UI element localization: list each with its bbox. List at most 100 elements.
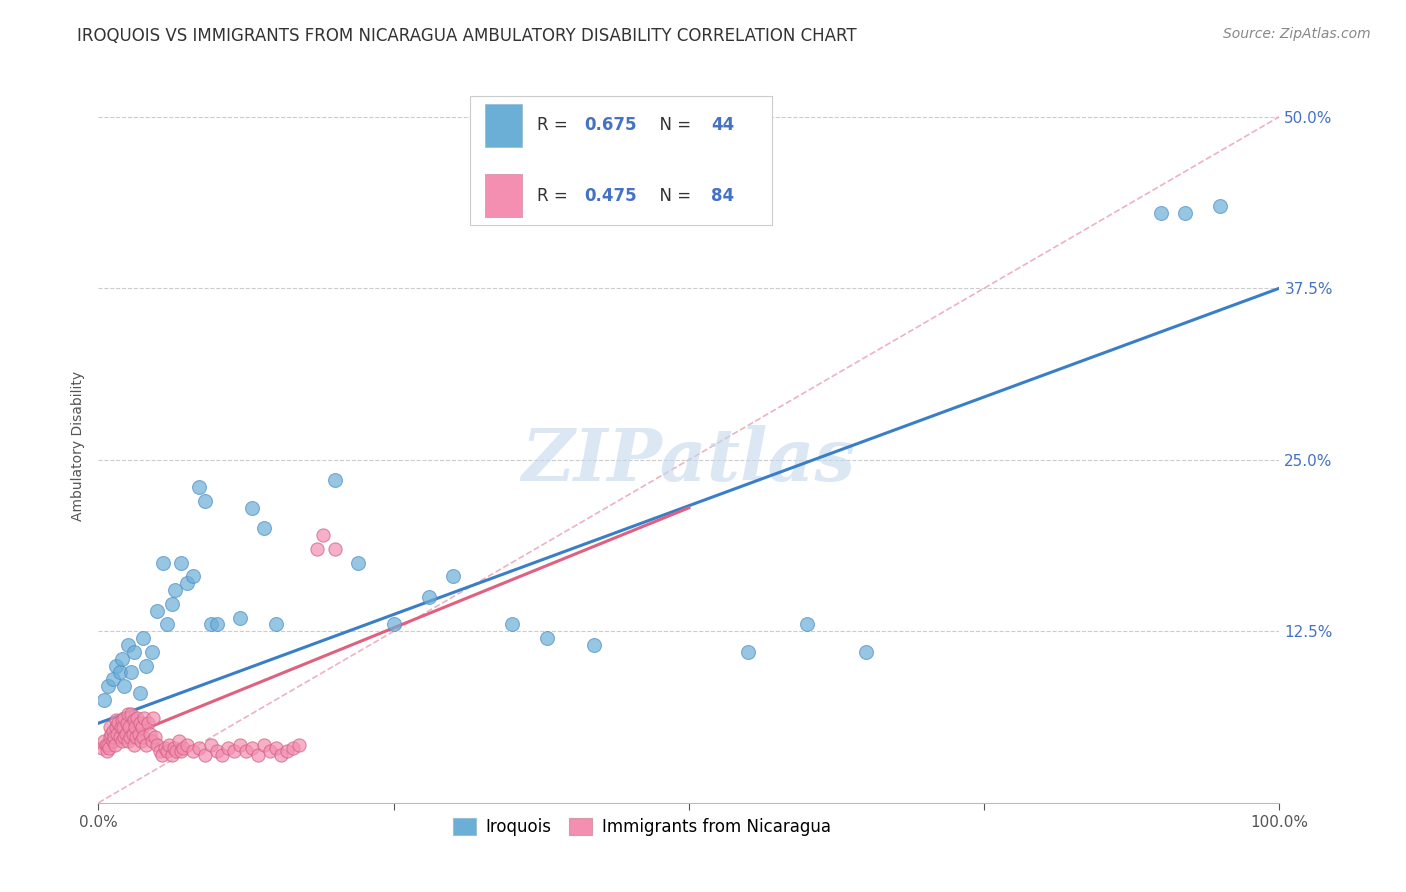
Point	[111, 651, 134, 665]
Point	[122, 738, 145, 752]
Point	[117, 706, 139, 721]
Point	[132, 631, 155, 645]
Point	[91, 740, 114, 755]
Point	[128, 686, 150, 700]
Point	[305, 541, 328, 556]
Point	[97, 738, 120, 752]
Point	[149, 744, 172, 758]
Point	[118, 720, 141, 734]
Point	[103, 730, 125, 744]
Point	[264, 740, 287, 755]
Text: ZIPatlas: ZIPatlas	[522, 425, 856, 496]
Point	[122, 645, 145, 659]
Point	[93, 693, 115, 707]
Point	[105, 727, 128, 741]
Point	[98, 720, 121, 734]
Point	[259, 744, 281, 758]
Point	[501, 617, 523, 632]
Point	[170, 744, 193, 758]
Point	[110, 720, 132, 734]
Point	[205, 744, 228, 758]
Point	[187, 740, 209, 755]
Point	[288, 738, 311, 752]
Point	[583, 638, 606, 652]
Point	[323, 541, 346, 556]
Point	[121, 727, 143, 741]
Point	[112, 730, 135, 744]
Point	[312, 528, 335, 542]
Point	[253, 521, 276, 535]
FancyBboxPatch shape	[471, 96, 772, 225]
Point	[115, 716, 138, 731]
Text: IROQUOIS VS IMMIGRANTS FROM NICARAGUA AMBULATORY DISABILITY CORRELATION CHART: IROQUOIS VS IMMIGRANTS FROM NICARAGUA AM…	[77, 27, 856, 45]
Point	[100, 727, 122, 741]
Point	[146, 604, 169, 618]
Point	[167, 734, 190, 748]
Point	[246, 747, 269, 762]
Text: Source: ZipAtlas.com: Source: ZipAtlas.com	[1223, 27, 1371, 41]
Point	[94, 738, 117, 752]
Point	[170, 556, 193, 570]
Point	[97, 679, 120, 693]
Point	[101, 734, 124, 748]
Point	[347, 556, 370, 570]
Point	[131, 720, 153, 734]
Point	[139, 727, 162, 741]
Point	[441, 569, 464, 583]
Point	[112, 679, 135, 693]
Point	[128, 727, 150, 741]
Point	[121, 665, 143, 680]
Point	[253, 738, 276, 752]
Point	[98, 740, 121, 755]
Point	[104, 738, 127, 752]
Point	[217, 740, 239, 755]
Point	[160, 597, 183, 611]
Point	[737, 645, 759, 659]
Point	[1150, 205, 1173, 219]
Point	[111, 734, 134, 748]
Point	[229, 738, 252, 752]
Point	[156, 617, 179, 632]
Point	[200, 738, 222, 752]
Point	[165, 744, 187, 758]
Point	[141, 645, 163, 659]
Point	[165, 583, 187, 598]
Point	[122, 714, 145, 728]
Text: 84: 84	[711, 187, 734, 205]
Point	[135, 738, 157, 752]
Point	[112, 711, 135, 725]
Point	[194, 747, 217, 762]
Point	[120, 730, 142, 744]
Point	[142, 711, 165, 725]
Point	[172, 740, 194, 755]
Point	[108, 730, 131, 744]
Point	[235, 744, 257, 758]
Point	[141, 734, 163, 748]
Point	[229, 610, 252, 624]
Point	[129, 734, 152, 748]
Point	[323, 473, 346, 487]
Point	[105, 720, 128, 734]
Point	[105, 714, 128, 728]
Point	[418, 590, 440, 604]
Text: 44: 44	[711, 116, 734, 134]
Point	[200, 617, 222, 632]
Point	[187, 480, 209, 494]
Point	[128, 716, 150, 731]
Point	[156, 744, 179, 758]
Text: N =: N =	[648, 187, 696, 205]
Point	[264, 617, 287, 632]
Point	[194, 494, 217, 508]
Legend: Iroquois, Immigrants from Nicaragua: Iroquois, Immigrants from Nicaragua	[444, 810, 839, 845]
Point	[121, 706, 143, 721]
Point	[112, 720, 135, 734]
Point	[211, 747, 233, 762]
Point	[150, 747, 173, 762]
Point	[224, 744, 246, 758]
Point	[134, 711, 156, 725]
Point	[107, 716, 129, 731]
Point	[1209, 199, 1232, 213]
Point	[96, 744, 118, 758]
FancyBboxPatch shape	[485, 103, 523, 146]
Point	[117, 734, 139, 748]
